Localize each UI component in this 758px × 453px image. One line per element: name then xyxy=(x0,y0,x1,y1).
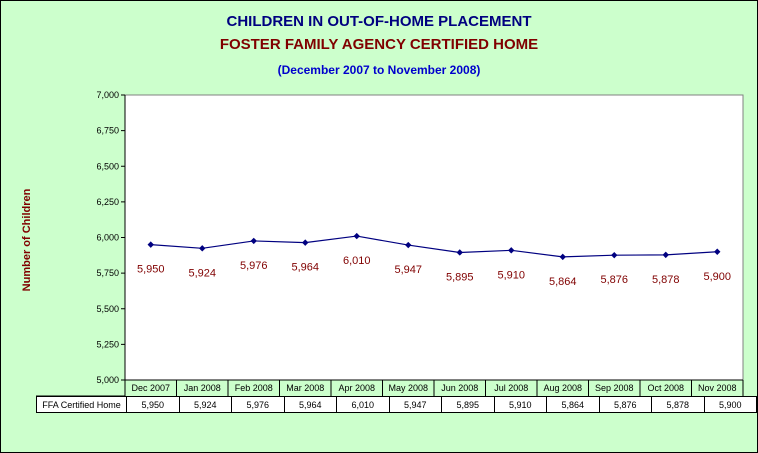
x-tick-label: Jun 2008 xyxy=(441,383,478,393)
data-label: 5,910 xyxy=(497,269,525,281)
x-tick-label: Jan 2008 xyxy=(184,383,221,393)
data-point-marker xyxy=(250,237,257,245)
table-value-cell: 5,878 xyxy=(651,396,705,413)
table-value-cell: 5,964 xyxy=(283,396,337,413)
x-tick-label: May 2008 xyxy=(388,383,428,393)
data-label: 5,900 xyxy=(703,271,731,283)
x-tick-label: Nov 2008 xyxy=(698,383,737,393)
table-value-cell: 5,924 xyxy=(178,396,232,413)
data-label: 5,864 xyxy=(549,276,577,288)
y-tick-label: 6,750 xyxy=(96,126,119,136)
data-label: 5,950 xyxy=(137,264,165,276)
data-label: 5,924 xyxy=(188,267,216,279)
table-value-cell: 5,976 xyxy=(231,396,285,413)
series-line xyxy=(150,235,718,258)
x-tick-label: Sep 2008 xyxy=(595,383,634,393)
x-tick-label: Feb 2008 xyxy=(235,383,273,393)
data-point-marker xyxy=(611,251,618,259)
data-point-marker xyxy=(199,245,206,252)
data-point-marker xyxy=(662,251,669,259)
data-point-marker xyxy=(353,232,360,240)
x-tick-label: Oct 2008 xyxy=(647,383,684,393)
data-point-marker xyxy=(714,248,721,255)
x-tick-label: Apr 2008 xyxy=(338,383,375,393)
y-tick-label: 5,250 xyxy=(96,339,119,349)
data-label: 5,964 xyxy=(291,262,319,274)
data-label: 5,876 xyxy=(600,274,628,286)
y-tick-label: 6,250 xyxy=(96,197,119,207)
y-tick-label: 6,500 xyxy=(96,161,119,171)
data-point-marker xyxy=(147,241,154,248)
table-value-cell: 5,947 xyxy=(388,396,442,413)
data-table: FFA Certified Home 5,950 5,924 5,976 5,964 6… xyxy=(36,396,757,413)
chart-subtitle: FOSTER FAMILY AGENCY CERTIFIED HOME xyxy=(219,36,539,53)
x-tick-label: Aug 2008 xyxy=(543,383,582,393)
y-tick-label: 5,000 xyxy=(96,375,119,385)
data-label: 5,878 xyxy=(652,274,680,286)
data-point-marker xyxy=(508,247,515,254)
table-value-cell: 5,910 xyxy=(493,396,547,413)
data-label: 5,947 xyxy=(394,264,422,276)
y-tick-label: 7,000 xyxy=(96,90,119,100)
table-value-cell: 5,900 xyxy=(703,396,757,413)
x-tick-label: Jul 2008 xyxy=(494,383,528,393)
y-tick-label: 5,500 xyxy=(96,304,119,314)
data-point-marker xyxy=(559,253,566,261)
data-label: 5,976 xyxy=(240,260,268,272)
table-value-cell: 6,010 xyxy=(336,396,390,413)
data-point-marker xyxy=(405,241,412,249)
y-tick-label: 6,000 xyxy=(96,233,119,243)
data-label: 5,895 xyxy=(446,271,474,283)
table-value-cell: 5,950 xyxy=(126,396,180,413)
data-point-marker xyxy=(456,249,463,256)
chart-period: (December 2007 to November 2008) xyxy=(277,63,481,77)
x-tick-label: Dec 2007 xyxy=(131,383,170,393)
data-point-marker xyxy=(302,239,309,246)
plot-area xyxy=(124,94,744,381)
series-name-cell: FFA Certified Home xyxy=(36,396,127,413)
table-value-cell: 5,876 xyxy=(598,396,652,413)
series-row: FFA Certified Home 5,950 5,924 5,976 5,964 6… xyxy=(36,396,757,413)
table-value-cell: 5,864 xyxy=(546,396,600,413)
table-value-cell: 5,895 xyxy=(441,396,495,413)
chart-title: CHILDREN IN OUT-OF-HOME PLACEMENT xyxy=(226,13,532,30)
x-tick-label: Mar 2008 xyxy=(286,383,324,393)
y-tick-label: 5,750 xyxy=(96,268,119,278)
data-label: 6,010 xyxy=(343,255,371,267)
